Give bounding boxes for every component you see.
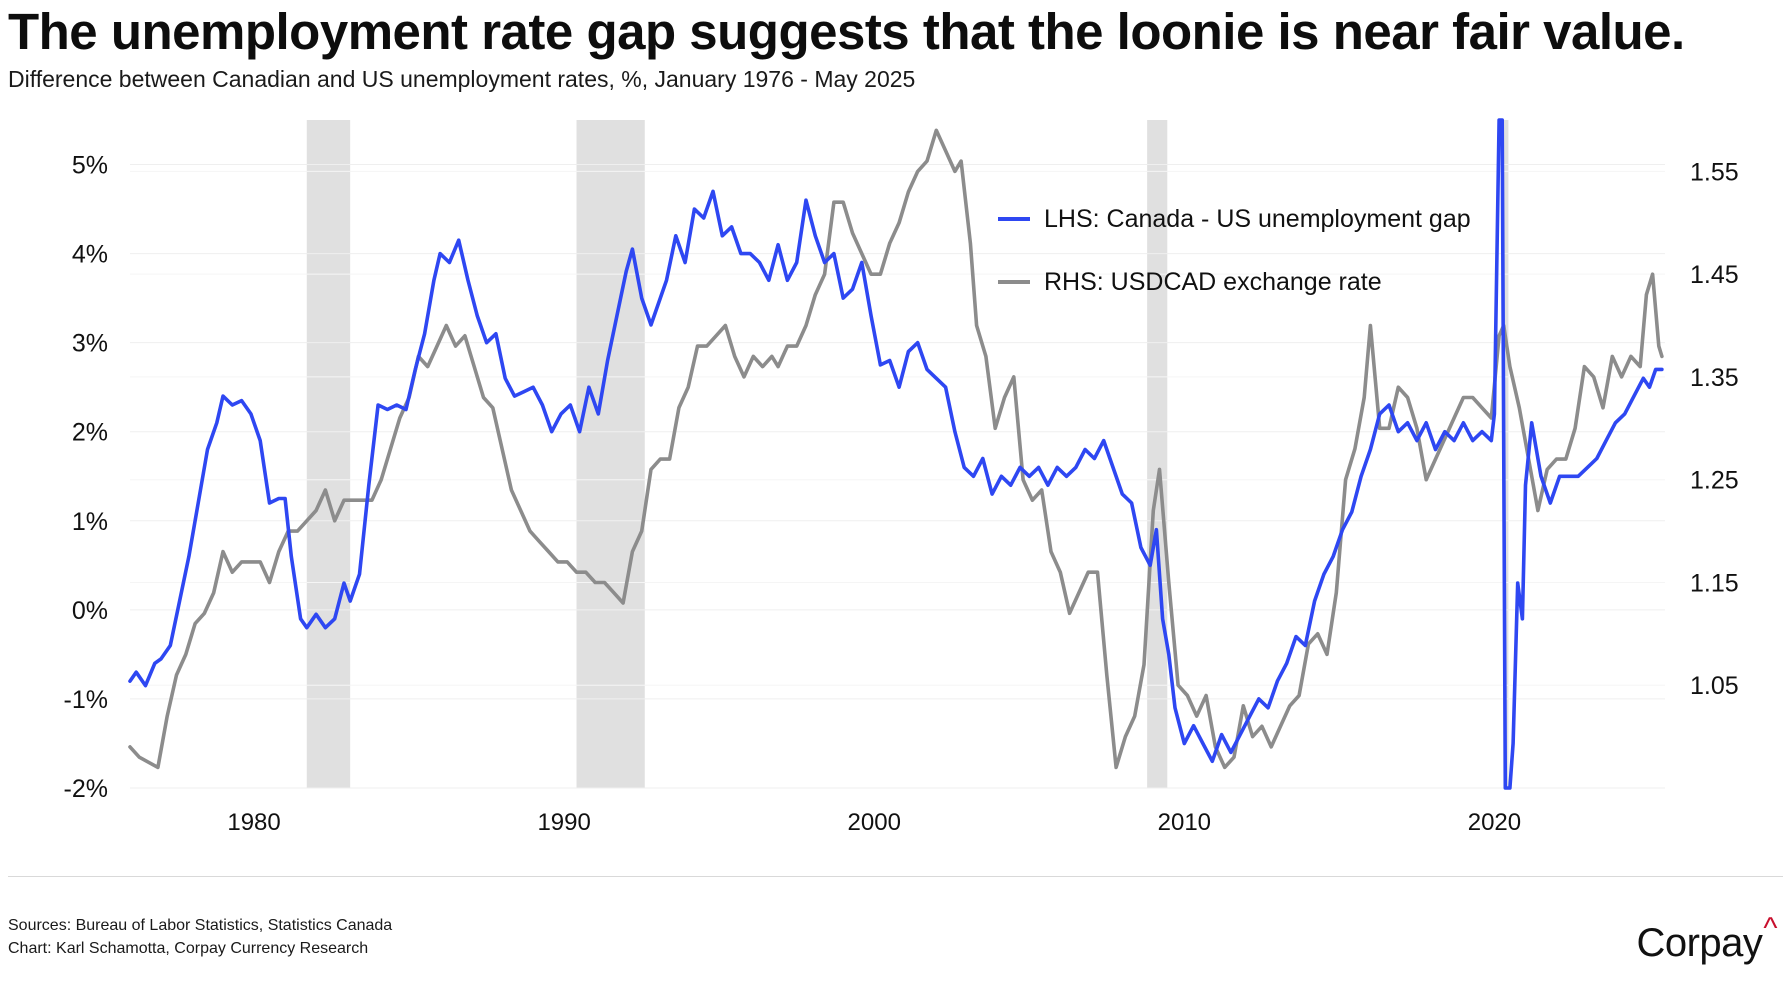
y-left-tick-label: 4% bbox=[72, 241, 108, 269]
y-left-tick-label: 5% bbox=[72, 152, 108, 180]
y-left-tick-label: 2% bbox=[72, 419, 108, 447]
y-right-tick-label: 1.05 bbox=[1690, 672, 1739, 700]
footer-divider bbox=[8, 876, 1783, 877]
footer-sources: Sources: Bureau of Labor Statistics, Sta… bbox=[8, 914, 392, 960]
y-left-tick-label: 0% bbox=[72, 597, 108, 625]
y-left-tick-label: 1% bbox=[72, 508, 108, 536]
legend-label: LHS: Canada - US unemployment gap bbox=[1044, 205, 1471, 233]
chart: 5% 4% 3% 2% 1% 0% -1% -2% 1.55 1.45 1.35 1.25 1.15 1.… bbox=[64, 118, 1739, 836]
recession-band bbox=[1503, 120, 1509, 788]
recession-band bbox=[576, 120, 645, 788]
gridlines bbox=[130, 164, 1665, 789]
x-tick-label: 2010 bbox=[1158, 809, 1211, 836]
chart-credit: Chart: Karl Schamotta, Corpay Currency R… bbox=[8, 940, 369, 957]
logo-caret-icon: ^ bbox=[1763, 912, 1777, 945]
legend-label: RHS: USDCAD exchange rate bbox=[1044, 268, 1382, 296]
y-left-tick-label: -1% bbox=[64, 686, 108, 714]
y-left-tick-label: -2% bbox=[64, 775, 108, 803]
y-right-tick-label: 1.45 bbox=[1690, 261, 1739, 289]
series-line-usdcad bbox=[128, 128, 1664, 770]
y-left-tick-label: 3% bbox=[72, 330, 108, 358]
chart-title: The unemployment rate gap suggests that … bbox=[8, 3, 1685, 60]
logo-wordmark: Corpay bbox=[1636, 921, 1763, 965]
corpay-logo: Corpay^ bbox=[1636, 912, 1777, 966]
y-right-tick-label: 1.15 bbox=[1690, 569, 1739, 597]
y-right-tick-label: 1.25 bbox=[1690, 467, 1739, 495]
x-tick-label: 2000 bbox=[848, 809, 901, 836]
sources-text: Sources: Bureau of Labor Statistics, Sta… bbox=[8, 917, 393, 934]
recession-band bbox=[306, 120, 351, 788]
series-line-unemployment-gap bbox=[128, 118, 1664, 790]
series-lines bbox=[128, 118, 1664, 790]
y-right-tick-label: 1.35 bbox=[1690, 364, 1739, 392]
axis-labels: 5% 4% 3% 2% 1% 0% -1% -2% 1.55 1.45 1.35 1.25 1.15 1.… bbox=[64, 152, 1739, 836]
x-tick-label: 1990 bbox=[537, 809, 590, 836]
legend: LHS: Canada - US unemployment gap RHS: US… bbox=[998, 205, 1471, 296]
chart-subtitle: Difference between Canadian and US unemp… bbox=[8, 66, 916, 92]
y-right-tick-label: 1.55 bbox=[1690, 158, 1739, 186]
x-tick-label: 1980 bbox=[227, 809, 280, 836]
x-tick-label: 2020 bbox=[1468, 809, 1521, 836]
